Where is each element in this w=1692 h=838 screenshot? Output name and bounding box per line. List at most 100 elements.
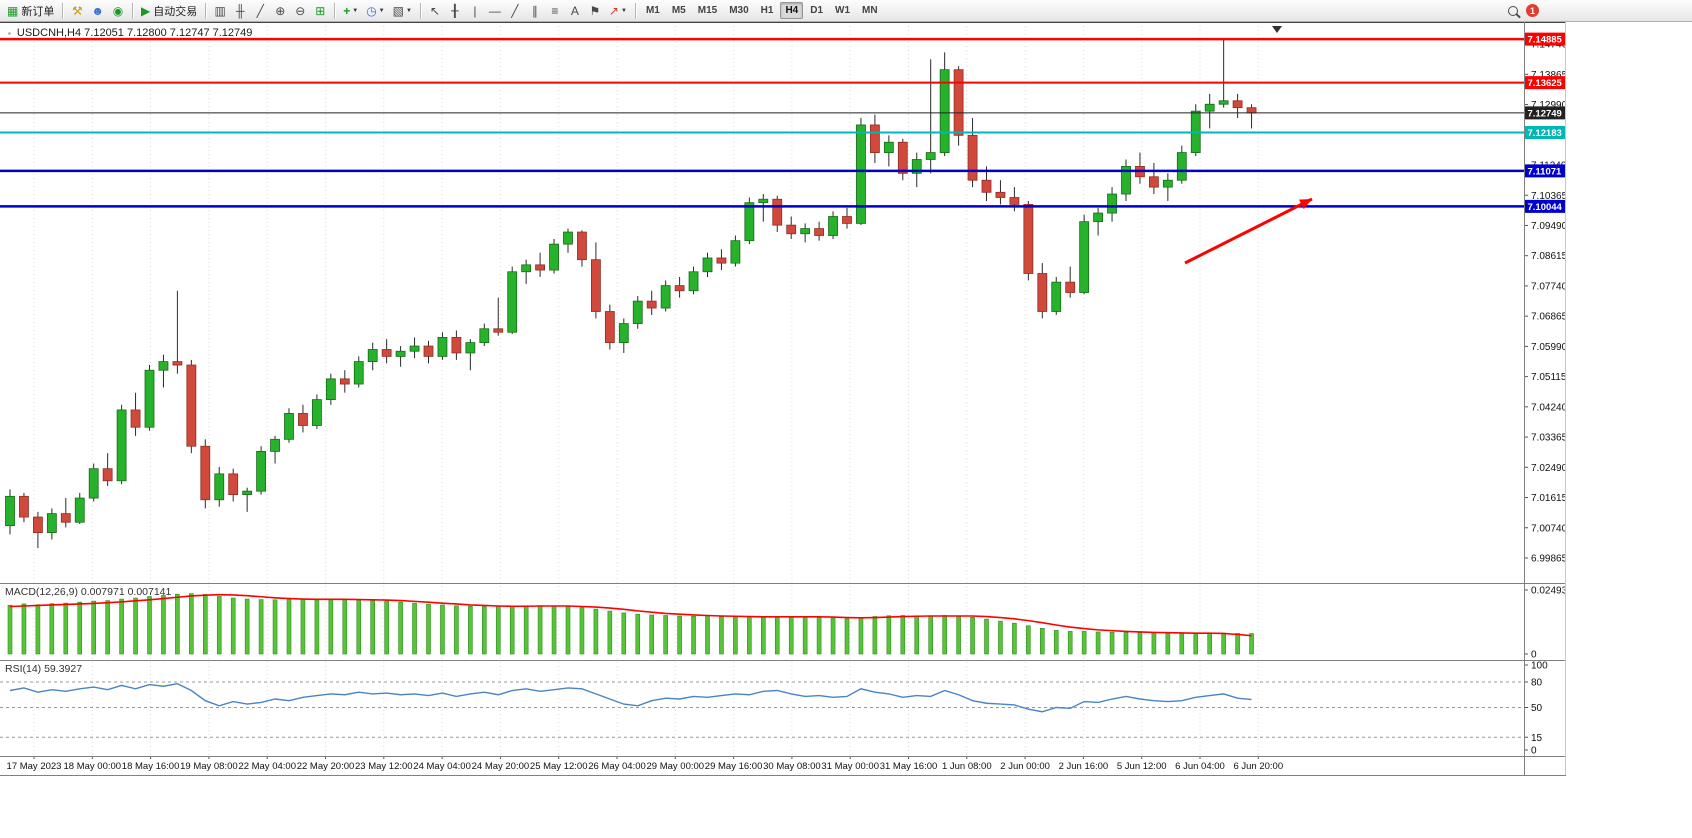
timeframe-m30-button[interactable]: M30 bbox=[724, 2, 753, 19]
candlestick-chart-button[interactable]: ╫ bbox=[231, 2, 249, 20]
zoom-in-icon: ⊕ bbox=[275, 3, 286, 18]
candle-body bbox=[409, 345, 420, 352]
time-axis-label: 31 May 16:00 bbox=[880, 761, 938, 772]
timeframe-mn-button[interactable]: MN bbox=[857, 2, 883, 19]
macd-histogram-bar bbox=[1193, 632, 1199, 655]
cursor-icon: ↖ bbox=[429, 3, 440, 18]
candle-body bbox=[1176, 152, 1187, 181]
candle-body bbox=[758, 198, 769, 204]
macd-histogram-bar bbox=[635, 613, 641, 655]
macd-histogram-bar bbox=[1081, 631, 1087, 655]
new-order-button[interactable]: ▦ 新订单 bbox=[4, 2, 57, 20]
candle-body bbox=[856, 124, 866, 224]
clock-icon: ◷ bbox=[366, 3, 377, 18]
time-axis-label: 1 Jun 08:00 bbox=[942, 761, 992, 772]
macd-histogram-bar bbox=[1235, 633, 1240, 655]
price-tick-label: 6.99865 bbox=[1531, 553, 1566, 564]
candle-body bbox=[995, 191, 1006, 198]
candle-body bbox=[744, 202, 755, 242]
crosshair-tool-button[interactable]: ╂ bbox=[446, 2, 464, 20]
label-tool-button[interactable]: ⚑ bbox=[586, 2, 604, 20]
toolbar-separator bbox=[62, 2, 64, 19]
candle-body bbox=[200, 445, 211, 501]
notification-badge[interactable]: 1 bbox=[1526, 4, 1539, 17]
macd-histogram-bar bbox=[105, 600, 110, 655]
time-axis-label: 18 May 00:00 bbox=[64, 761, 122, 772]
candle-body bbox=[591, 259, 601, 312]
price-tick-label: 7.10365 bbox=[1531, 191, 1566, 202]
macd-histogram-bar bbox=[314, 598, 320, 655]
trend-arrow-head bbox=[1299, 199, 1312, 210]
cursor-tool-button[interactable]: ↖ bbox=[426, 2, 444, 20]
candle-body bbox=[967, 134, 978, 181]
time-axis-label: 25 May 12:00 bbox=[530, 761, 588, 772]
support-button[interactable]: ◉ bbox=[109, 2, 127, 20]
indicators-dropdown[interactable]: + ▼ bbox=[340, 2, 361, 20]
chart-ohlc-values: 7.12051 7.12800 7.12747 7.12749 bbox=[84, 27, 253, 39]
chart-shift-marker[interactable] bbox=[1272, 26, 1282, 33]
macd-histogram-bar bbox=[7, 604, 13, 655]
candle-body bbox=[339, 378, 350, 385]
line-chart-button[interactable]: ╱ bbox=[251, 2, 269, 20]
chevron-down-icon: ▼ bbox=[378, 7, 385, 14]
text-tool-button[interactable]: A bbox=[566, 2, 584, 20]
price-line-badge-label: 7.12749 bbox=[1528, 108, 1562, 119]
candle-body bbox=[493, 328, 504, 333]
macd-indicator-label: MACD(12,26,9) 0.007971 0.007141 bbox=[5, 586, 172, 598]
macd-histogram-bar bbox=[91, 600, 96, 655]
periods-dropdown[interactable]: ◷ ▼ bbox=[363, 2, 387, 20]
macd-histogram-bar bbox=[509, 605, 515, 655]
time-axis-label: 18 May 16:00 bbox=[122, 761, 180, 772]
price-line-badge-label: 7.14885 bbox=[1528, 35, 1563, 46]
candle-body bbox=[214, 473, 225, 501]
macd-histogram-bar bbox=[35, 604, 41, 655]
search-icon[interactable] bbox=[1508, 5, 1518, 16]
tools-button[interactable]: ⚒ bbox=[68, 2, 86, 20]
rsi-axis-label: 15 bbox=[1531, 733, 1543, 744]
autotrading-button[interactable]: ▶ 自动交易 bbox=[138, 2, 200, 20]
macd-histogram-bar bbox=[858, 617, 864, 655]
candle-body bbox=[535, 264, 545, 271]
tile-windows-button[interactable]: ⊞ bbox=[311, 2, 329, 20]
macd-histogram-bar bbox=[230, 597, 236, 655]
candle-body bbox=[144, 369, 155, 428]
candle-body bbox=[1051, 281, 1062, 312]
macd-histogram-bar bbox=[77, 601, 83, 655]
price-tick-label: 7.08615 bbox=[1531, 251, 1566, 262]
accounts-button[interactable]: ☻ bbox=[88, 2, 107, 20]
zoom-out-button[interactable]: ⊖ bbox=[291, 2, 309, 20]
macd-histogram-bar bbox=[147, 596, 152, 655]
macd-histogram-bar bbox=[1067, 631, 1073, 655]
tile-windows-icon: ⊞ bbox=[315, 3, 326, 18]
candle-body bbox=[325, 378, 336, 400]
macd-histogram-bar bbox=[774, 616, 780, 655]
templates-dropdown[interactable]: ▧ ▼ bbox=[390, 2, 415, 20]
bar-chart-button[interactable]: ▥ bbox=[211, 2, 229, 20]
chart-canvas[interactable]: 7.147407.138657.129907.121157.112407.103… bbox=[0, 22, 1566, 776]
price-line-badge-label: 7.10044 bbox=[1528, 202, 1563, 213]
vertical-line-tool-button[interactable]: | bbox=[466, 2, 484, 20]
horizontal-line-icon: — bbox=[488, 3, 501, 18]
trend-arrow-annotation[interactable] bbox=[1184, 197, 1313, 265]
zoom-in-button[interactable]: ⊕ bbox=[271, 2, 289, 20]
timeframe-h1-button[interactable]: H1 bbox=[756, 2, 779, 19]
timeframe-d1-button[interactable]: D1 bbox=[805, 2, 828, 19]
channel-tool-button[interactable]: ∥ bbox=[526, 2, 544, 20]
horizontal-line-tool-button[interactable]: — bbox=[486, 2, 504, 20]
timeframe-m1-button[interactable]: M1 bbox=[641, 2, 665, 19]
timeframe-w1-button[interactable]: W1 bbox=[830, 2, 855, 19]
trendline-tool-button[interactable]: ╱ bbox=[506, 2, 524, 20]
macd-histogram-bar bbox=[1040, 628, 1045, 655]
timeframe-m5-button[interactable]: M5 bbox=[667, 2, 691, 19]
timeframe-h4-button[interactable]: H4 bbox=[780, 2, 804, 19]
timeframe-m15-button[interactable]: M15 bbox=[693, 2, 722, 19]
candle-body bbox=[953, 69, 964, 136]
candle-body bbox=[870, 124, 880, 153]
rsi-axis-label: 50 bbox=[1531, 703, 1543, 714]
macd-histogram-bar bbox=[1207, 632, 1212, 655]
arrows-dropdown[interactable]: ↗ ▼ bbox=[606, 2, 630, 20]
candle-body bbox=[842, 216, 852, 224]
candle-body bbox=[256, 451, 267, 492]
macd-histogram-bar bbox=[426, 603, 431, 655]
fibonacci-tool-button[interactable]: ≡ bbox=[546, 2, 564, 20]
